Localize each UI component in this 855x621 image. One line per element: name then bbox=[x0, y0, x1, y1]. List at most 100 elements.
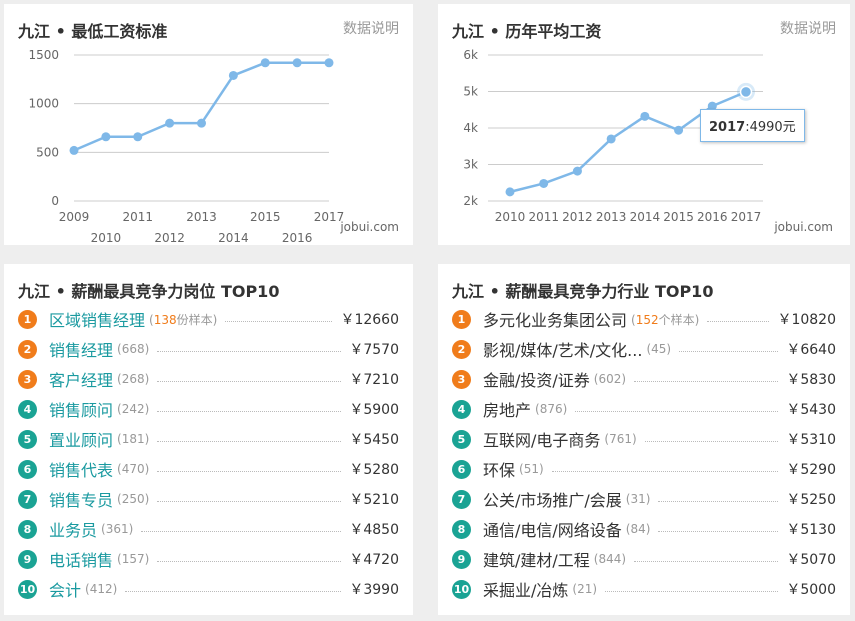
min-wage-data-note-link[interactable]: 数据说明 bbox=[343, 21, 399, 37]
data-point[interactable] bbox=[640, 111, 650, 121]
rank-badge: 8 bbox=[452, 519, 471, 539]
sample-count-number: 152 bbox=[635, 312, 659, 327]
y-tick-label: 0 bbox=[51, 194, 59, 208]
avg-salary-panel: 九江 • 历年平均工资 数据说明 2k 3k 4k 5k 6k 2010 2011 2012 2… bbox=[438, 4, 850, 245]
rank-badge: 3 bbox=[18, 369, 37, 389]
rank-badge: 10 bbox=[452, 579, 471, 599]
y-tick-label: 4k bbox=[463, 121, 478, 135]
salary-value: ￥5830 bbox=[786, 372, 836, 388]
sample-count: (876) bbox=[535, 402, 568, 416]
dotted-leader bbox=[157, 500, 342, 502]
data-point[interactable] bbox=[69, 145, 79, 155]
y-tick-label: 500 bbox=[36, 145, 59, 159]
data-point[interactable] bbox=[260, 58, 270, 68]
rank-badge: 7 bbox=[452, 489, 471, 509]
data-point[interactable] bbox=[707, 101, 717, 111]
item-name[interactable]: 业务员 bbox=[49, 521, 98, 540]
top-positions-panel: 九江 • 薪酬最具竞争力岗位 TOP10 1 区域销售经理 (138份样本) ￥126… bbox=[4, 264, 413, 615]
rank-badge: 4 bbox=[18, 399, 37, 419]
tooltip-value: 4990元 bbox=[749, 120, 796, 135]
item-name[interactable]: 销售顾问 bbox=[49, 401, 114, 420]
position-row: 10 会计 (412) ￥3990 bbox=[18, 574, 399, 604]
y-tick-label: 2k bbox=[463, 194, 478, 208]
dotted-leader bbox=[157, 470, 342, 472]
item-name[interactable]: 会计 bbox=[49, 581, 82, 600]
salary-value: ￥6640 bbox=[786, 342, 836, 358]
data-point[interactable] bbox=[572, 166, 582, 176]
salary-value: ￥5070 bbox=[786, 552, 836, 568]
item-name[interactable]: 区域销售经理 bbox=[49, 311, 146, 330]
position-row: 6 销售代表 (470) ￥5280 bbox=[18, 454, 399, 484]
sample-count: (181) bbox=[117, 432, 150, 446]
salary-value: ￥5280 bbox=[349, 462, 399, 478]
data-point[interactable] bbox=[228, 70, 238, 80]
data-point[interactable] bbox=[324, 58, 334, 68]
salary-value: ￥4720 bbox=[349, 552, 399, 568]
rank-badge: 5 bbox=[452, 429, 471, 449]
avg-salary-data-note-link[interactable]: 数据说明 bbox=[780, 21, 836, 37]
salary-value: ￥4850 bbox=[349, 522, 399, 538]
position-row: 9 电话销售 (157) ￥4720 bbox=[18, 544, 399, 574]
data-point[interactable] bbox=[539, 178, 549, 188]
dotted-leader bbox=[157, 560, 342, 562]
data-point[interactable] bbox=[197, 118, 206, 128]
sample-count: (84) bbox=[625, 522, 651, 536]
x-tick-label: 2016 bbox=[282, 231, 313, 245]
item-name: 互联网/电子商务 bbox=[483, 431, 601, 450]
salary-value: ￥5310 bbox=[786, 432, 836, 448]
industry-row: 1 多元化业务集团公司 (152个样本) ￥10820 bbox=[452, 304, 836, 334]
rank-badge: 6 bbox=[18, 459, 37, 479]
item-name[interactable]: 客户经理 bbox=[49, 371, 114, 390]
position-row: 3 客户经理 (268) ￥7210 bbox=[18, 364, 399, 394]
rank-badge: 2 bbox=[18, 339, 37, 359]
sample-count: (361) bbox=[101, 522, 134, 536]
item-name[interactable]: 电话销售 bbox=[49, 551, 114, 570]
data-point[interactable] bbox=[674, 125, 684, 135]
industry-row: 9 建筑/建材/工程 (844) ￥5070 bbox=[452, 544, 836, 574]
data-point[interactable] bbox=[505, 187, 515, 197]
industry-row: 6 环保 (51) ￥5290 bbox=[452, 454, 836, 484]
dotted-leader bbox=[679, 350, 779, 352]
x-tick-label: 2017 bbox=[731, 210, 762, 224]
top-industries-title: 九江 • 薪酬最具竞争力行业 TOP10 bbox=[452, 282, 714, 301]
dotted-leader bbox=[157, 380, 342, 382]
item-name: 采掘业/冶炼 bbox=[483, 581, 569, 600]
rank-badge: 1 bbox=[452, 309, 471, 329]
x-tick-label: 2014 bbox=[630, 210, 661, 224]
dotted-leader bbox=[157, 410, 342, 412]
salary-value: ￥5130 bbox=[786, 522, 836, 538]
data-point[interactable] bbox=[101, 132, 111, 142]
item-name: 公关/市场推广/会展 bbox=[483, 491, 622, 510]
data-point[interactable] bbox=[292, 58, 302, 68]
item-name[interactable]: 销售专员 bbox=[49, 491, 114, 510]
series-line bbox=[73, 61, 329, 152]
min-wage-panel: 九江 • 最低工资标准 数据说明 0 500 1000 1500 2009 2011 201… bbox=[4, 4, 413, 245]
salary-value: ￥12660 bbox=[340, 312, 399, 328]
dotted-leader bbox=[605, 590, 779, 592]
sample-count: (602) bbox=[593, 372, 627, 386]
y-tick-label: 1000 bbox=[28, 97, 59, 111]
data-point[interactable] bbox=[606, 134, 616, 144]
x-tick-label: 2015 bbox=[663, 210, 694, 224]
data-point[interactable] bbox=[165, 118, 175, 128]
salary-value: ￥5000 bbox=[786, 582, 836, 598]
industry-row: 3 金融/投资/证券 (602) ￥5830 bbox=[452, 364, 836, 394]
rank-badge: 6 bbox=[452, 459, 471, 479]
salary-value: ￥5900 bbox=[349, 402, 399, 418]
rank-badge: 4 bbox=[452, 399, 471, 419]
dotted-leader bbox=[634, 560, 779, 562]
item-name[interactable]: 销售经理 bbox=[49, 341, 114, 360]
data-point[interactable] bbox=[133, 132, 143, 142]
y-tick-label: 5k bbox=[463, 85, 478, 99]
dotted-leader bbox=[707, 320, 770, 322]
rank-badge: 5 bbox=[18, 429, 37, 449]
sample-count-suffix: 个样本 bbox=[658, 312, 695, 327]
salary-value: ￥7570 bbox=[349, 342, 399, 358]
sample-count: (152个样本) bbox=[631, 312, 700, 327]
item-name[interactable]: 置业顾问 bbox=[49, 431, 114, 450]
min-wage-chart: 0 500 1000 1500 2009 2011 2013 2015 2017 2010 2012… bbox=[28, 48, 399, 245]
data-point-highlighted[interactable] bbox=[739, 85, 753, 99]
dotted-leader bbox=[225, 320, 333, 322]
item-name[interactable]: 销售代表 bbox=[49, 461, 114, 480]
